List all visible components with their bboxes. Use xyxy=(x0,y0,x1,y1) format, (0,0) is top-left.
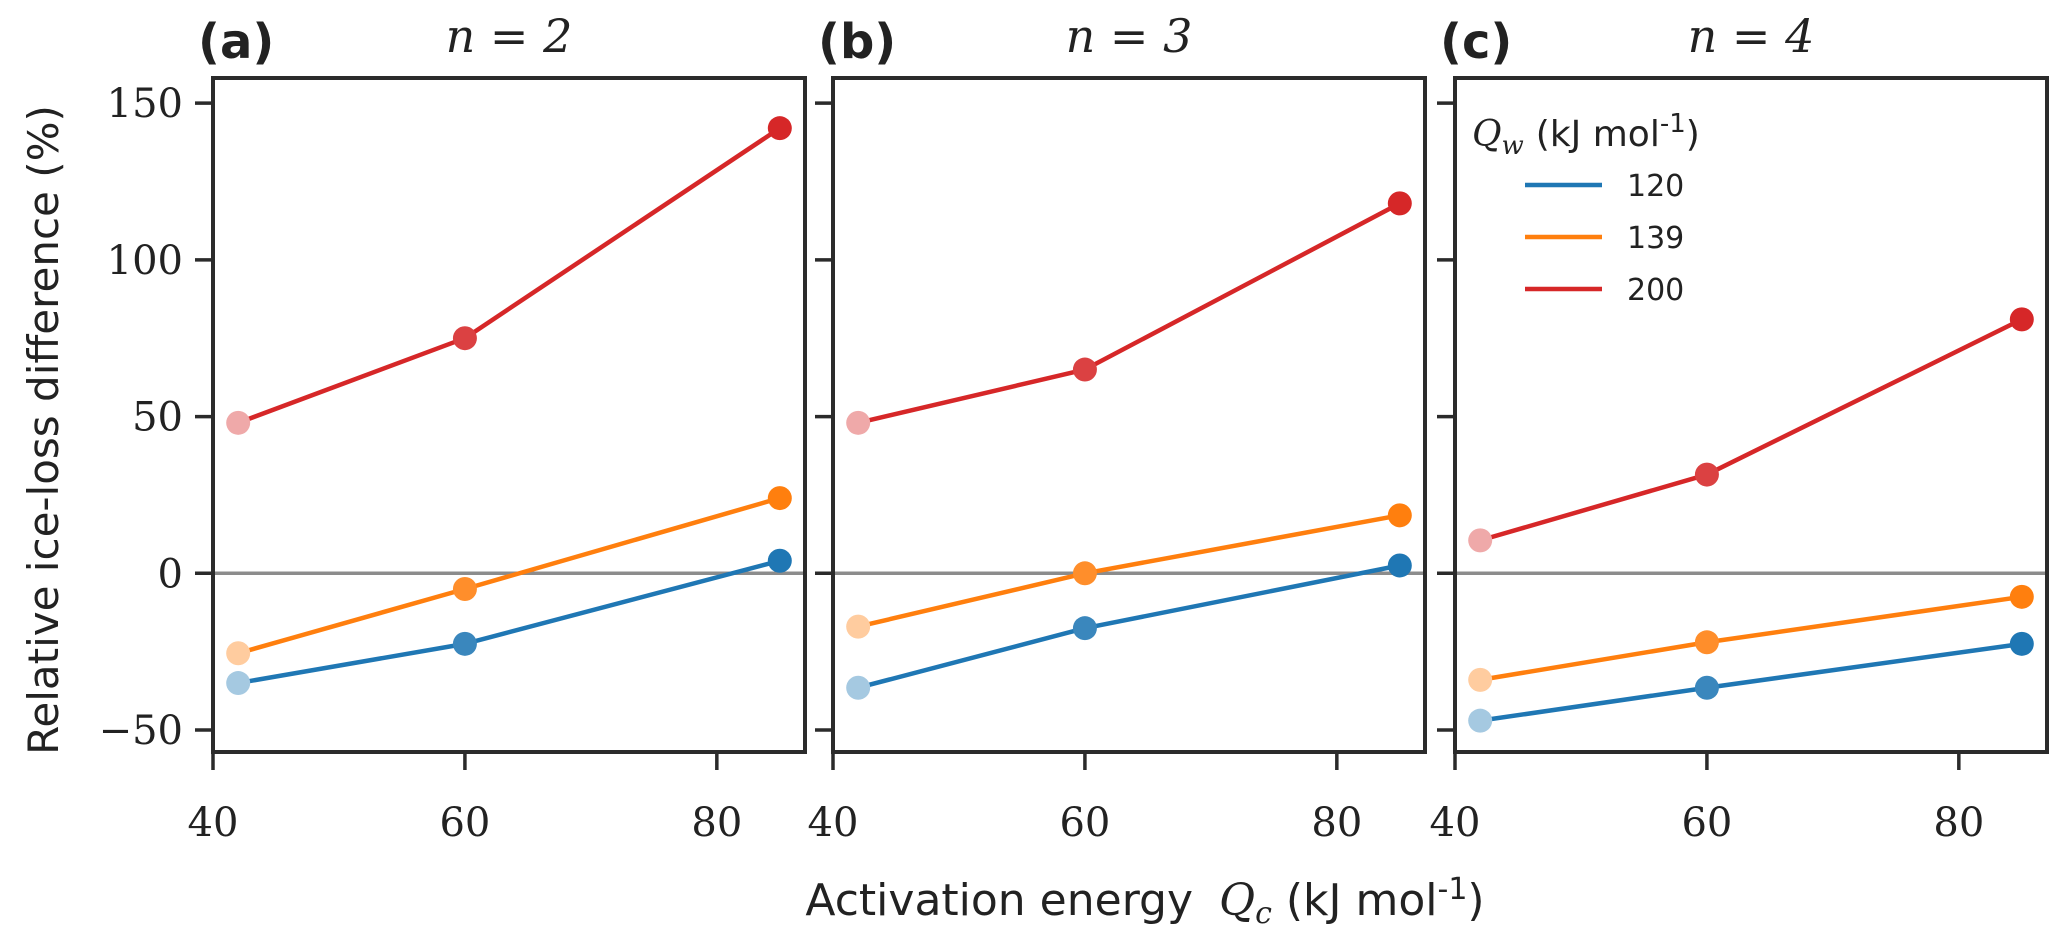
x-axis-label-symbol: Q xyxy=(1219,875,1255,926)
series-120 xyxy=(846,553,1412,700)
panel-label: (a) xyxy=(198,14,274,70)
data-point xyxy=(1072,357,1097,382)
series-line-139 xyxy=(1479,594,2023,683)
data-point xyxy=(1387,553,1412,578)
legend-title: Qw (kJ mol-1) xyxy=(1472,109,1700,161)
x-tick-label: 60 xyxy=(439,800,490,846)
data-point xyxy=(2009,584,2034,609)
y-tick-label: 100 xyxy=(107,238,183,284)
data-point xyxy=(767,548,792,573)
panel-title: n = 3 xyxy=(1066,9,1193,63)
series-139 xyxy=(1468,584,2034,692)
data-point xyxy=(1072,561,1097,586)
data-point xyxy=(1694,675,1719,700)
data-point xyxy=(846,410,871,435)
x-tick-label: 80 xyxy=(1933,800,1984,846)
data-point xyxy=(226,410,251,435)
x-axis-label-text: Activation energy xyxy=(805,875,1193,926)
x-axis-label: Activation energy Qc (kJ mol-1) xyxy=(805,872,1484,931)
chart-panel-b: 40 60 80 (b) n = 3 xyxy=(808,9,1427,846)
x-axis-label-unit: (kJ mol xyxy=(1286,875,1438,926)
data-point xyxy=(1694,462,1719,487)
x-tick-label: 80 xyxy=(1311,800,1362,846)
data-point xyxy=(1072,616,1097,641)
panel-title: n = 2 xyxy=(446,9,573,63)
legend-title-sub: w xyxy=(1502,131,1524,161)
legend-label-120: 120 xyxy=(1627,169,1684,204)
series-line-200 xyxy=(857,201,1401,426)
data-point xyxy=(226,671,251,696)
data-point xyxy=(1694,630,1719,655)
data-point xyxy=(767,116,792,141)
legend-title-close: ) xyxy=(1686,114,1700,155)
data-point xyxy=(1468,528,1493,553)
panel-title: n = 4 xyxy=(1688,9,1815,63)
series-line-120 xyxy=(857,563,1401,690)
series-139 xyxy=(846,503,1412,639)
series-139 xyxy=(226,486,792,666)
legend-label-139: 139 xyxy=(1627,221,1684,256)
series-line-120 xyxy=(237,558,781,686)
x-tick-label: 80 xyxy=(691,800,742,846)
data-point xyxy=(2009,631,2034,656)
data-point xyxy=(2009,307,2034,332)
series-200 xyxy=(846,191,1412,435)
x-tick-label: 40 xyxy=(808,800,859,846)
panel-label: (b) xyxy=(818,14,896,70)
legend-label-200: 200 xyxy=(1627,273,1684,308)
series-200 xyxy=(226,116,792,435)
data-point xyxy=(452,631,477,656)
y-axis-label: Relative ice-loss difference (%) xyxy=(19,105,68,755)
x-tick-label: 60 xyxy=(1681,800,1732,846)
series-200 xyxy=(1468,307,2034,553)
x-axis-label-sub: c xyxy=(1255,896,1272,931)
data-point xyxy=(767,486,792,511)
x-axis-label-close: ) xyxy=(1467,875,1484,926)
series-120 xyxy=(1468,631,2034,733)
data-point xyxy=(846,614,871,639)
y-tick-label: 50 xyxy=(132,395,183,441)
series-line-139 xyxy=(857,513,1401,629)
legend-title-unit: (kJ mol xyxy=(1536,114,1660,155)
legend-title-symbol: Q xyxy=(1472,114,1502,155)
chart-panel-c: 40 60 80 (c) n = 4 xyxy=(1430,9,2049,846)
data-point xyxy=(846,675,871,700)
series-line-200 xyxy=(1479,317,2023,543)
data-point xyxy=(226,641,251,666)
x-tick-label: 60 xyxy=(1059,800,1110,846)
data-point xyxy=(1468,667,1493,692)
panel-label: (c) xyxy=(1440,14,1512,70)
legend: Qw (kJ mol-1)120 139 200 xyxy=(1472,109,1700,308)
data-point xyxy=(1468,708,1493,733)
series-line-120 xyxy=(1479,641,2023,723)
plot-frame xyxy=(211,76,807,754)
data-point xyxy=(452,576,477,601)
series-line-200 xyxy=(237,126,782,425)
chart-panel-a: 40 60 80 −50 0 50 100 150 (a) n = 2 xyxy=(99,9,807,846)
data-point xyxy=(1387,191,1412,216)
x-tick-label: 40 xyxy=(188,800,239,846)
data-point xyxy=(1387,503,1412,528)
y-tick-label: 150 xyxy=(107,81,183,127)
x-tick-label: 40 xyxy=(1430,800,1481,846)
y-tick-label: −50 xyxy=(99,708,183,754)
series-120 xyxy=(226,548,792,696)
x-axis-label-unit-exp: -1 xyxy=(1438,872,1468,907)
legend-title-unit-exp: -1 xyxy=(1660,109,1686,139)
y-tick-label: 0 xyxy=(158,551,183,597)
data-point xyxy=(452,326,477,351)
plot-frame xyxy=(831,76,1427,754)
